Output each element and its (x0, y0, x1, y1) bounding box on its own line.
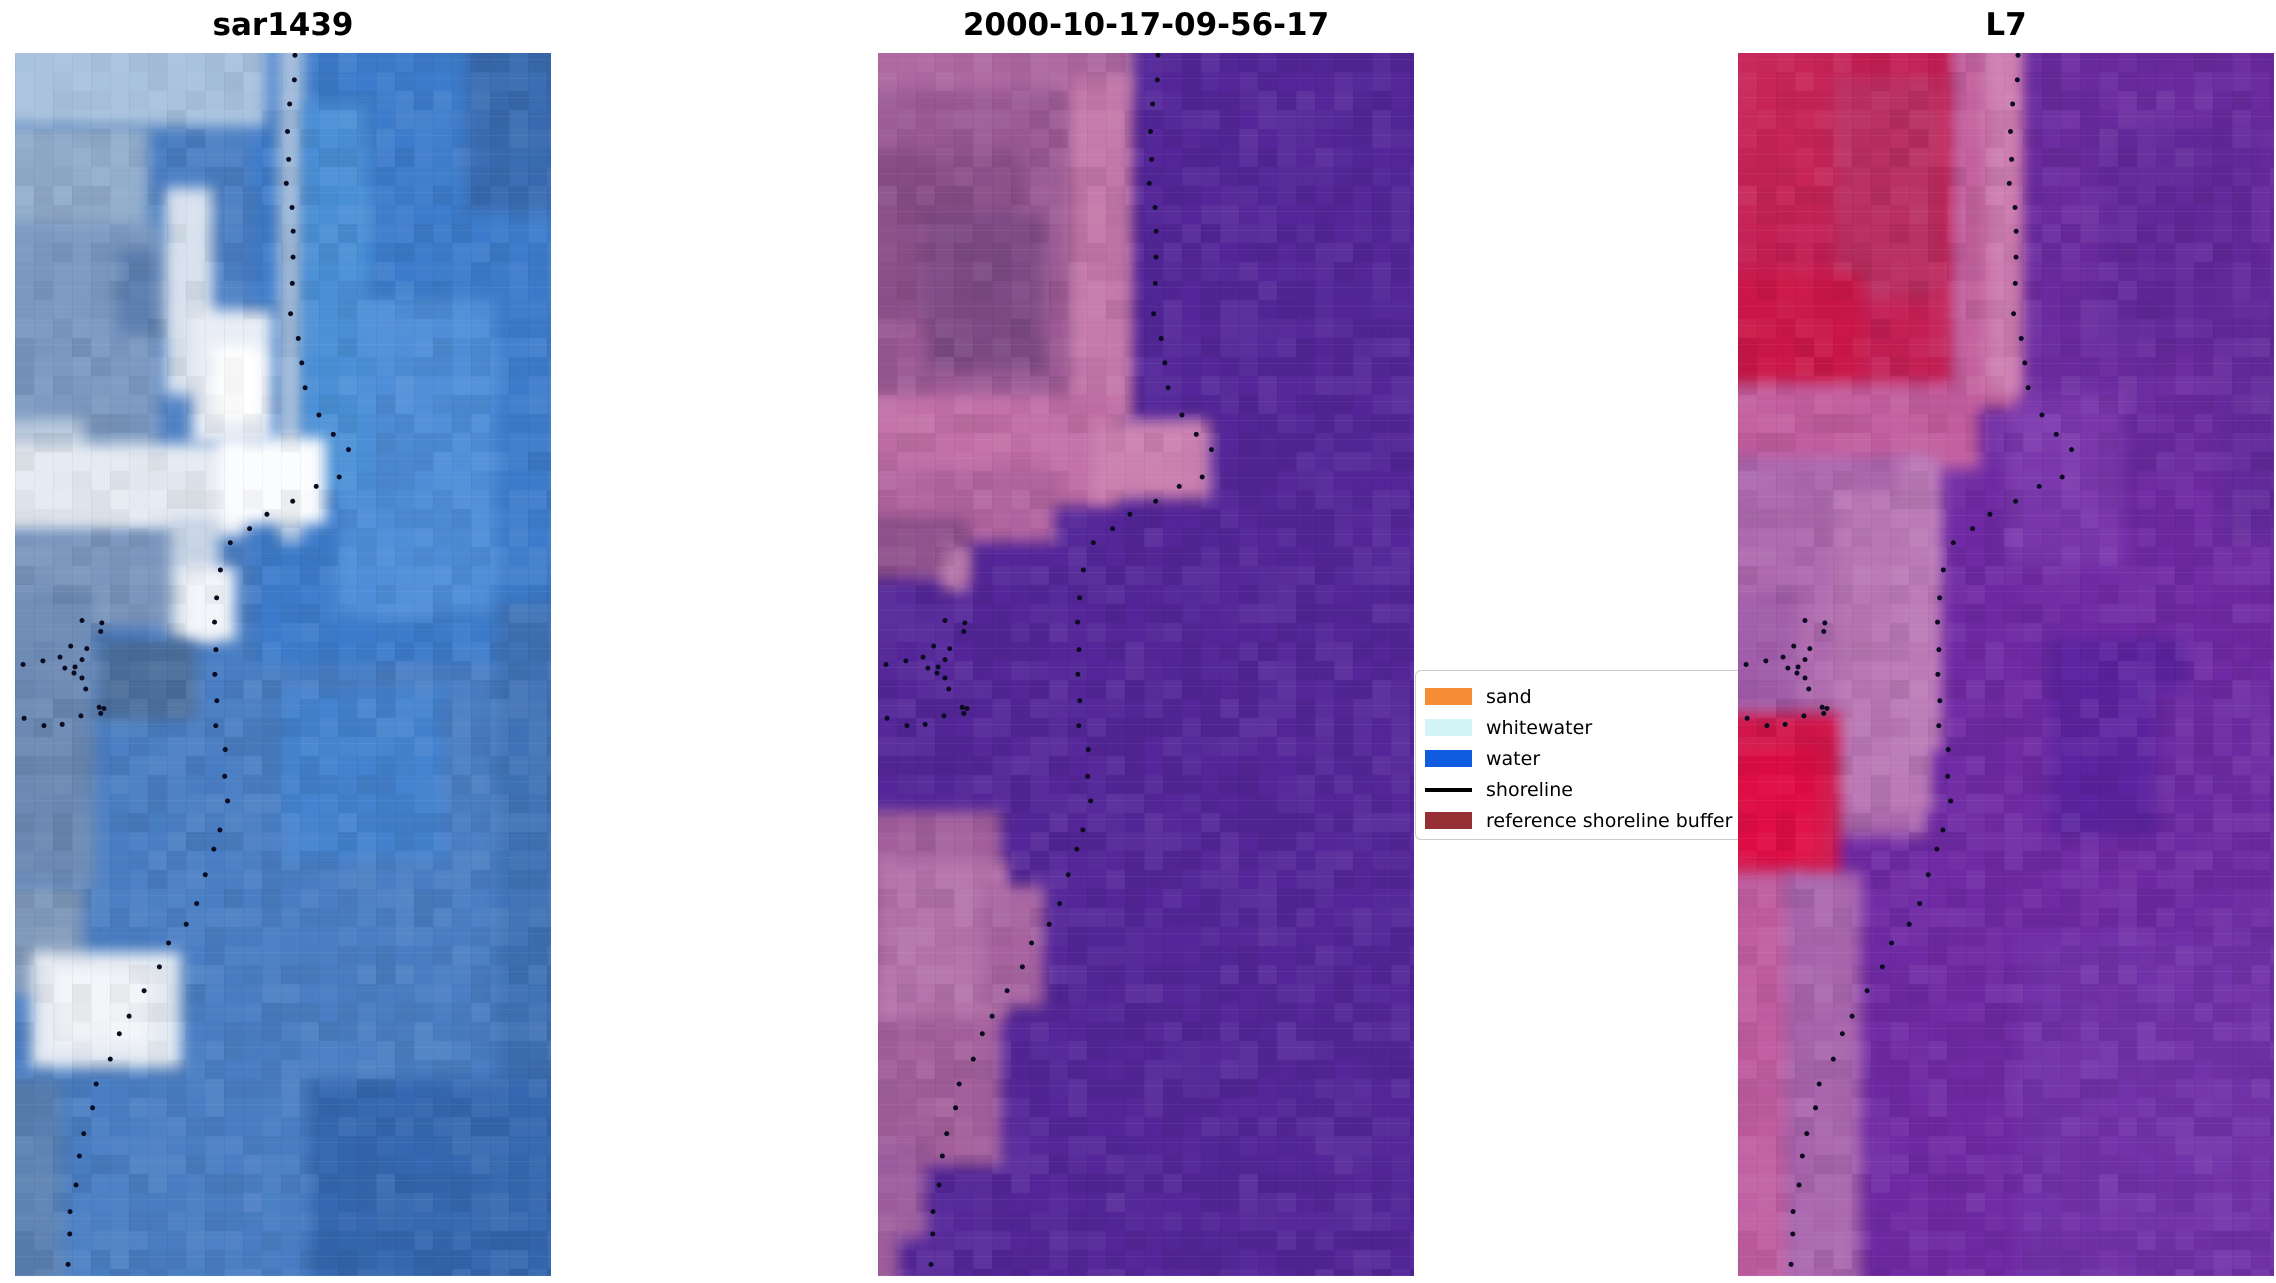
legend-label-sand: sand (1486, 685, 1532, 708)
panel-title-l7: L7 (1985, 7, 2027, 43)
classified-image-panel (878, 53, 1414, 1276)
legend-label-reference-buffer: reference shoreline buffer (1486, 809, 1733, 832)
legend-swatch-shoreline-line (1425, 787, 1472, 792)
legend-label-water: water (1486, 747, 1541, 770)
legend: sand whitewater water shoreline referenc… (1415, 670, 1767, 840)
legend-item-shoreline: shoreline (1425, 774, 1757, 805)
panel-title-date: 2000-10-17-09-56-17 (962, 7, 1330, 43)
legend-label-shoreline: shoreline (1486, 778, 1573, 801)
legend-swatch-whitewater (1425, 719, 1472, 736)
sar-image-panel (15, 53, 551, 1276)
pixel-grid-overlay (878, 53, 1414, 1276)
legend-swatch-sand (1425, 688, 1472, 705)
legend-item-sand: sand (1425, 681, 1757, 712)
l7-image-panel (1738, 53, 2274, 1276)
pixel-noise-overlay (1738, 53, 2274, 1276)
legend-swatch-water (1425, 750, 1472, 767)
shoreline-dots-overlay (883, 53, 1215, 1267)
legend-item-reference-shoreline-buffer: reference shoreline buffer (1425, 805, 1757, 836)
pixel-noise-overlay (878, 53, 1414, 1276)
shoreline-dots-overlay (1743, 53, 2075, 1267)
shoreline-dots-overlay (20, 53, 352, 1267)
legend-label-whitewater: whitewater (1486, 716, 1593, 739)
legend-item-water: water (1425, 743, 1757, 774)
legend-item-whitewater: whitewater (1425, 712, 1757, 743)
legend-swatch-reference-buffer (1425, 812, 1472, 829)
pixel-grid-overlay (1738, 53, 2274, 1276)
pixel-noise-overlay (15, 53, 551, 1276)
pixel-grid-overlay (15, 53, 551, 1276)
panel-title-sar1439: sar1439 (212, 7, 354, 43)
